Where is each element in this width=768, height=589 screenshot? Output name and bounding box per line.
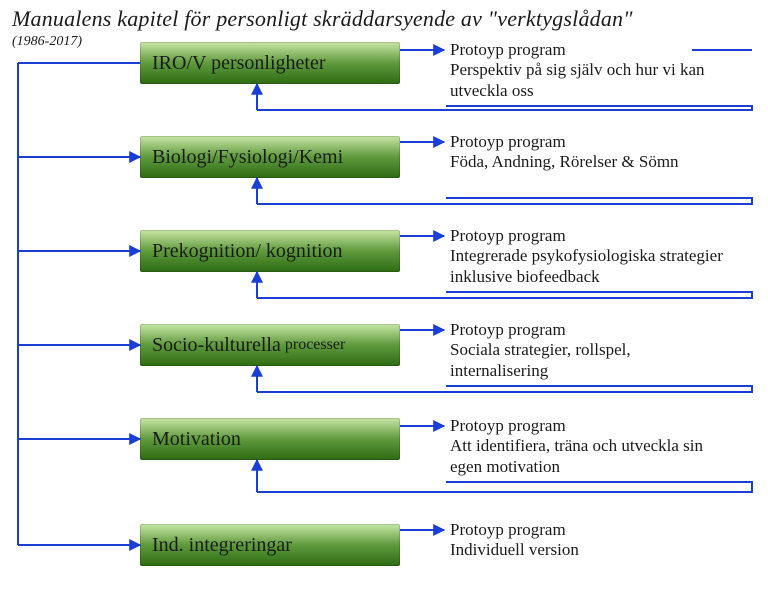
chapter-label: Biologi/Fysiologi/Kemi xyxy=(152,146,343,169)
desc-line1: Protoyp program xyxy=(450,226,728,246)
chapter-label: Prekognition/ kognition xyxy=(152,240,343,263)
chapter-desc-3: Protoyp program Sociala strategier, roll… xyxy=(450,320,728,381)
chapter-label: Motivation xyxy=(152,428,241,451)
desc-line2: Föda, Andning, Rörelser & Sömn xyxy=(450,152,728,172)
desc-line1: Protoyp program xyxy=(450,416,728,436)
chapter-box-1: Biologi/Fysiologi/Kemi xyxy=(140,136,400,178)
diagram-title: Manualens kapitel för personligt skrädda… xyxy=(12,6,633,32)
chapter-box-0: IRO/V personligheter xyxy=(140,42,400,84)
chapter-box-5: Ind. integreringar xyxy=(140,524,400,566)
chapter-box-3: Socio-kulturella processer xyxy=(140,324,400,366)
desc-line1: Protoyp program xyxy=(450,132,728,152)
chapter-desc-4: Protoyp program Att identifiera, träna o… xyxy=(450,416,728,477)
chapter-desc-0: Protoyp program Perspektiv på sig själv … xyxy=(450,40,728,101)
chapter-box-4: Motivation xyxy=(140,418,400,460)
chapter-label: Socio-kulturella xyxy=(152,334,281,357)
chapter-desc-1: Protoyp program Föda, Andning, Rörelser … xyxy=(450,132,728,173)
desc-line2: Sociala strategier, rollspel, internalis… xyxy=(450,340,728,381)
desc-line2: Att identifiera, träna och utveckla sin … xyxy=(450,436,728,477)
desc-line2: Integrerade psykofysiologiska strategier… xyxy=(450,246,728,287)
chapter-desc-2: Protoyp program Integrerade psykofysiolo… xyxy=(450,226,728,287)
chapter-box-2: Prekognition/ kognition xyxy=(140,230,400,272)
chapter-label: IRO/V personligheter xyxy=(152,52,326,75)
desc-line2: Perspektiv på sig själv och hur vi kan u… xyxy=(450,60,728,101)
desc-line1: Protoyp program xyxy=(450,520,728,540)
chapter-label-small: processer xyxy=(285,336,345,354)
desc-line1: Protoyp program xyxy=(450,320,728,340)
desc-line2: Individuell version xyxy=(450,540,728,560)
chapter-desc-5: Protoyp program Individuell version xyxy=(450,520,728,561)
chapter-label: Ind. integreringar xyxy=(152,534,292,557)
desc-line1: Protoyp program xyxy=(450,40,728,60)
diagram-years: (1986-2017) xyxy=(12,34,82,50)
